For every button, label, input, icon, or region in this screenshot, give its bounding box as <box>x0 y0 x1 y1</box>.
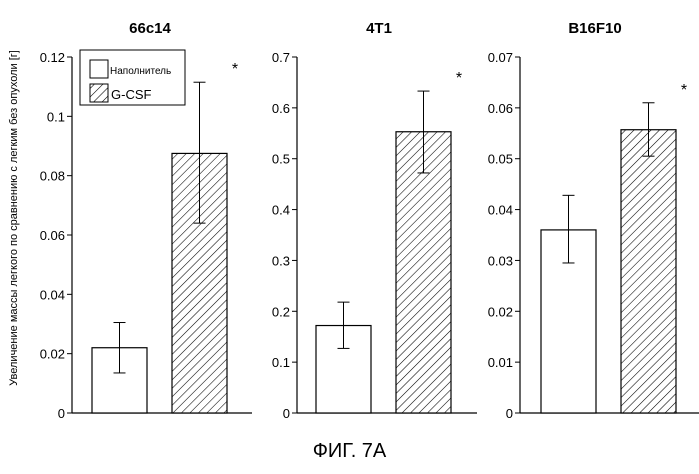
y-tick-label: 0.07 <box>488 50 513 65</box>
panel-title: B16F10 <box>568 20 621 37</box>
significance-marker: * <box>456 70 462 87</box>
y-tick-label: 0.02 <box>40 347 65 362</box>
y-tick-label: 0.12 <box>40 50 65 65</box>
y-tick-label: 0.03 <box>488 253 513 268</box>
panel-title: 66c14 <box>129 20 171 37</box>
y-tick-label: 0.04 <box>488 203 513 218</box>
figure-caption: ФИГ. 7А <box>0 440 699 463</box>
legend-label-vehicle: Наполнитель <box>110 66 171 77</box>
bar-gcsf <box>621 130 676 413</box>
y-tick-label: 0.4 <box>272 203 290 218</box>
y-tick-label: 0 <box>58 406 65 421</box>
y-tick-label: 0.5 <box>272 152 290 167</box>
y-tick-label: 0.6 <box>272 101 290 116</box>
y-tick-label: 0.2 <box>272 304 290 319</box>
legend: Наполнитель G-CSF <box>80 50 185 105</box>
y-axis-label: Увеличение массы легкого по сравнению с … <box>8 50 20 386</box>
bar-gcsf <box>396 132 451 413</box>
y-tick-label: 0.05 <box>488 152 513 167</box>
y-tick-label: 0.3 <box>272 253 290 268</box>
panel-title: 4T1 <box>366 20 392 37</box>
y-tick-label: 0.04 <box>40 287 65 302</box>
y-tick-label: 0.1 <box>272 355 290 370</box>
significance-marker: * <box>681 82 687 99</box>
y-tick-label: 0 <box>506 406 513 421</box>
y-tick-label: 0.01 <box>488 355 513 370</box>
y-tick-label: 0 <box>283 406 290 421</box>
figure-7a: Увеличение массы легкого по сравнению с … <box>0 0 699 440</box>
legend-label-gcsf: G-CSF <box>111 87 152 102</box>
legend-swatch-vehicle <box>90 60 108 78</box>
y-tick-label: 0.06 <box>488 101 513 116</box>
significance-marker: * <box>232 61 238 78</box>
y-tick-label: 0.7 <box>272 50 290 65</box>
y-tick-label: 0.08 <box>40 169 65 184</box>
legend-swatch-gcsf <box>90 84 108 102</box>
y-tick-label: 0.1 <box>47 109 65 124</box>
y-tick-label: 0.02 <box>488 304 513 319</box>
y-tick-label: 0.06 <box>40 228 65 243</box>
